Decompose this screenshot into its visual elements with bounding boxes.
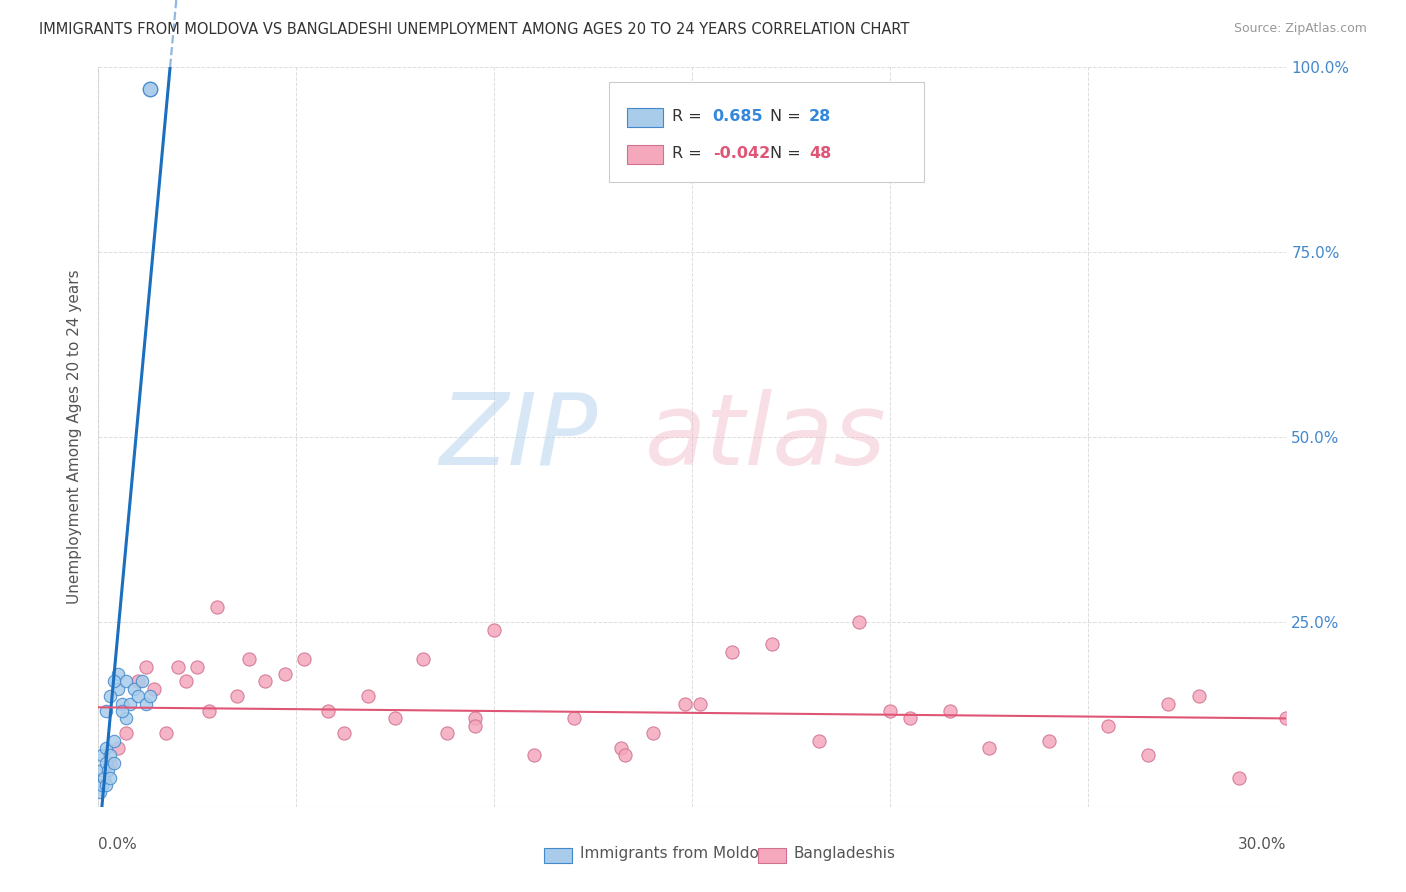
FancyBboxPatch shape: [758, 848, 786, 863]
Point: [1156, 697, 1178, 711]
Point: [93, 771, 115, 785]
Point: [103, 674, 125, 689]
Text: 30.0%: 30.0%: [1239, 837, 1286, 852]
Point: [96, 704, 118, 718]
Point: [96, 756, 118, 770]
Point: [96, 778, 118, 792]
Point: [898, 711, 921, 725]
Point: [97, 764, 120, 778]
Point: [103, 733, 125, 747]
Point: [1038, 733, 1060, 747]
Point: [155, 726, 177, 740]
Point: [122, 681, 145, 696]
Point: [979, 741, 1001, 756]
Text: atlas: atlas: [645, 389, 887, 485]
Point: [135, 659, 157, 673]
FancyBboxPatch shape: [609, 82, 924, 182]
Point: [107, 667, 129, 681]
Point: [253, 674, 276, 689]
Text: N =: N =: [769, 146, 806, 161]
Point: [103, 756, 125, 770]
Text: Bangladeshis: Bangladeshis: [793, 847, 896, 862]
Point: [761, 637, 783, 651]
Point: [1275, 711, 1298, 725]
Point: [226, 689, 249, 703]
Point: [127, 674, 149, 689]
Point: [142, 681, 165, 696]
Point: [357, 689, 380, 703]
Point: [115, 674, 138, 689]
Point: [292, 652, 315, 666]
Text: Immigrants from Moldova: Immigrants from Moldova: [579, 847, 778, 862]
Point: [641, 726, 664, 740]
Point: [107, 681, 129, 696]
Point: [1097, 719, 1119, 733]
Point: [808, 733, 831, 747]
Point: [89, 785, 111, 799]
Point: [610, 741, 633, 756]
Text: R =: R =: [672, 109, 707, 124]
Text: 0.0%: 0.0%: [98, 837, 138, 852]
Point: [98, 771, 121, 785]
Text: R =: R =: [672, 146, 707, 161]
Point: [879, 704, 901, 718]
Text: N =: N =: [769, 109, 806, 124]
Text: 28: 28: [808, 109, 831, 124]
Point: [127, 689, 149, 703]
FancyBboxPatch shape: [544, 848, 572, 863]
Point: [98, 689, 121, 703]
Point: [333, 726, 356, 740]
Text: ZIP: ZIP: [439, 389, 598, 485]
Point: [1188, 689, 1211, 703]
Point: [273, 667, 295, 681]
Text: 48: 48: [808, 146, 831, 161]
Point: [91, 778, 114, 792]
Point: [186, 659, 208, 673]
Point: [848, 615, 870, 630]
Point: [464, 719, 486, 733]
Point: [721, 645, 744, 659]
Point: [96, 741, 118, 756]
Y-axis label: Unemployment Among Ages 20 to 24 years: Unemployment Among Ages 20 to 24 years: [67, 269, 83, 605]
Point: [1136, 748, 1159, 763]
Point: [316, 704, 339, 718]
Point: [107, 741, 129, 756]
Point: [484, 623, 506, 637]
Point: [1227, 771, 1250, 785]
Text: Source: ZipAtlas.com: Source: ZipAtlas.com: [1233, 22, 1367, 36]
Point: [131, 674, 153, 689]
Point: [139, 689, 162, 703]
Point: [464, 711, 486, 725]
Point: [135, 697, 157, 711]
Point: [120, 697, 142, 711]
Point: [198, 704, 221, 718]
Point: [115, 711, 138, 725]
Point: [523, 748, 546, 763]
Point: [238, 652, 260, 666]
Text: 0.685: 0.685: [713, 109, 763, 124]
Point: [412, 652, 434, 666]
Point: [384, 711, 406, 725]
Point: [91, 748, 114, 763]
Point: [166, 659, 188, 673]
Point: [139, 82, 162, 96]
Point: [689, 697, 711, 711]
Point: [111, 697, 134, 711]
Point: [111, 704, 134, 718]
Point: [174, 674, 197, 689]
Text: -0.042: -0.042: [713, 146, 770, 161]
Point: [91, 764, 114, 778]
FancyBboxPatch shape: [627, 145, 662, 164]
FancyBboxPatch shape: [627, 108, 662, 127]
Point: [939, 704, 962, 718]
Point: [673, 697, 696, 711]
Text: IMMIGRANTS FROM MOLDOVA VS BANGLADESHI UNEMPLOYMENT AMONG AGES 20 TO 24 YEARS CO: IMMIGRANTS FROM MOLDOVA VS BANGLADESHI U…: [39, 22, 910, 37]
Point: [205, 600, 228, 615]
Point: [98, 748, 121, 763]
Point: [115, 726, 138, 740]
Point: [436, 726, 458, 740]
Point: [98, 756, 121, 770]
Point: [562, 711, 585, 725]
Point: [614, 748, 637, 763]
